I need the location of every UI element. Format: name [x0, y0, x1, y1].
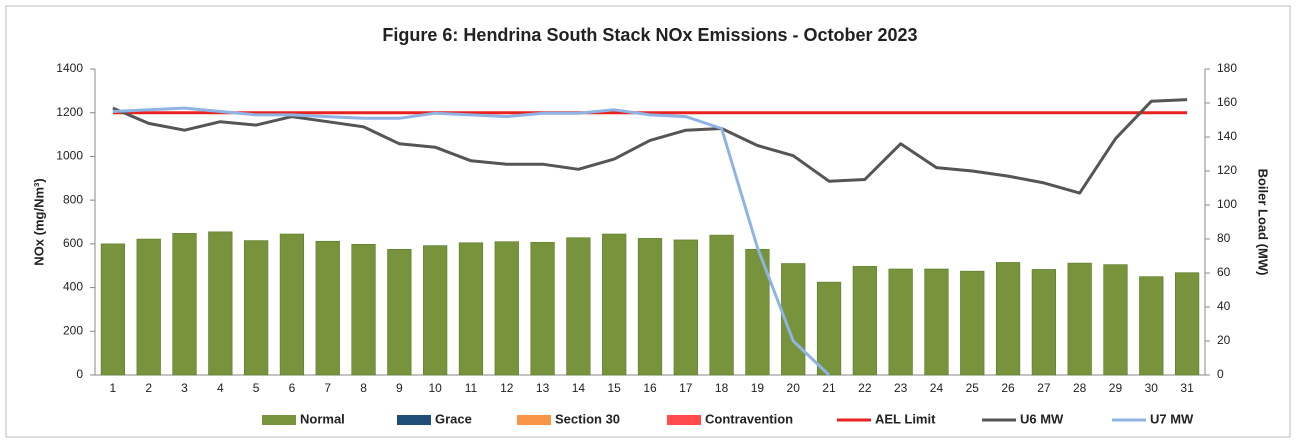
x-tick-label: 2: [145, 381, 152, 395]
bar: [852, 266, 877, 376]
bar: [960, 270, 985, 376]
x-tick-label: 5: [253, 381, 260, 395]
bar: [351, 243, 376, 376]
bar: [673, 239, 698, 376]
y2-tick-label: 180: [1217, 61, 1237, 75]
bar: [530, 242, 555, 376]
y2-tick-label: 120: [1217, 163, 1237, 177]
x-tick-label: 27: [1037, 381, 1051, 395]
legend-label: AEL Limit: [875, 411, 936, 426]
line: [112, 98, 1188, 195]
x-tick-label: 25: [966, 381, 980, 395]
bar: [1174, 272, 1200, 376]
line: [112, 106, 831, 377]
bar: [208, 231, 233, 376]
y2-tick-label: 0: [1217, 367, 1224, 381]
bar: [494, 241, 519, 376]
legend-swatch: [397, 415, 431, 425]
x-tick-label: 21: [822, 381, 836, 395]
legend-label: Contravention: [705, 411, 793, 426]
x-tick-label: 4: [217, 381, 224, 395]
x-tick-label: 28: [1073, 381, 1087, 395]
y2-axis-label: Boiler Load (MW): [1256, 169, 1271, 276]
x-tick-label: 20: [787, 381, 801, 395]
y-tick-label: 0: [76, 367, 83, 381]
x-tick-label: 16: [643, 381, 657, 395]
x-tick-label: 12: [500, 381, 514, 395]
bar: [172, 233, 197, 376]
x-tick-label: 10: [428, 381, 442, 395]
y-tick-label: 1000: [56, 149, 83, 163]
y2-tick-label: 100: [1217, 197, 1237, 211]
y2-tick-label: 60: [1217, 265, 1231, 279]
legend-swatch: [667, 415, 701, 425]
x-tick-label: 19: [751, 381, 765, 395]
y-tick-label: 200: [63, 323, 83, 337]
bar: [1031, 269, 1056, 376]
x-tick-label: 30: [1145, 381, 1159, 395]
y-tick-label: 1400: [56, 61, 83, 75]
x-tick-label: 18: [715, 381, 729, 395]
legend-label: Grace: [435, 411, 472, 426]
bar: [888, 268, 913, 376]
bar: [566, 237, 591, 376]
x-tick-label: 7: [324, 381, 331, 395]
x-tick-label: 3: [181, 381, 188, 395]
legend-swatch: [262, 415, 296, 425]
bar: [244, 240, 269, 376]
bar: [136, 238, 161, 376]
x-tick-label: 23: [894, 381, 908, 395]
y-axis-label: NOx (mg/Nm³): [31, 178, 46, 265]
bar: [387, 249, 412, 376]
y-tick-label: 800: [63, 192, 83, 206]
y2-tick-label: 140: [1217, 129, 1237, 143]
legend-label: U6 MW: [1020, 411, 1064, 426]
x-tick-label: 1: [110, 381, 117, 395]
bar: [1103, 264, 1128, 376]
legend-label: Section 30: [555, 411, 620, 426]
bar: [709, 234, 734, 376]
bar: [423, 245, 448, 376]
bar: [995, 262, 1021, 376]
bar: [458, 242, 484, 376]
x-tick-label: 31: [1180, 381, 1194, 395]
bar: [602, 233, 627, 376]
x-tick-label: 14: [572, 381, 586, 395]
bar: [100, 243, 126, 376]
x-tick-label: 17: [679, 381, 693, 395]
bar: [816, 281, 842, 376]
x-tick-label: 15: [608, 381, 622, 395]
x-tick-label: 22: [858, 381, 872, 395]
legend-swatch: [517, 415, 551, 425]
x-tick-label: 9: [396, 381, 403, 395]
x-tick-label: 13: [536, 381, 550, 395]
x-tick-label: 24: [930, 381, 944, 395]
legend-label: Normal: [300, 411, 345, 426]
chart-title: Figure 6: Hendrina South Stack NOx Emiss…: [382, 25, 917, 45]
bar: [279, 233, 305, 376]
bar: [924, 268, 949, 376]
x-tick-label: 8: [360, 381, 367, 395]
y2-tick-label: 20: [1217, 333, 1231, 347]
y-tick-label: 600: [63, 236, 83, 250]
legend-label: U7 MW: [1150, 411, 1194, 426]
bar: [1067, 262, 1092, 376]
x-tick-label: 29: [1109, 381, 1123, 395]
y2-tick-label: 160: [1217, 95, 1237, 109]
y2-tick-label: 80: [1217, 231, 1231, 245]
bar: [315, 240, 340, 376]
x-tick-label: 11: [465, 381, 478, 395]
x-tick-label: 26: [1001, 381, 1015, 395]
y2-tick-label: 40: [1217, 299, 1231, 313]
x-tick-label: 6: [289, 381, 296, 395]
y-tick-label: 1200: [56, 105, 83, 119]
y-tick-label: 400: [63, 280, 83, 294]
bar: [1139, 276, 1164, 376]
bar: [637, 238, 663, 376]
